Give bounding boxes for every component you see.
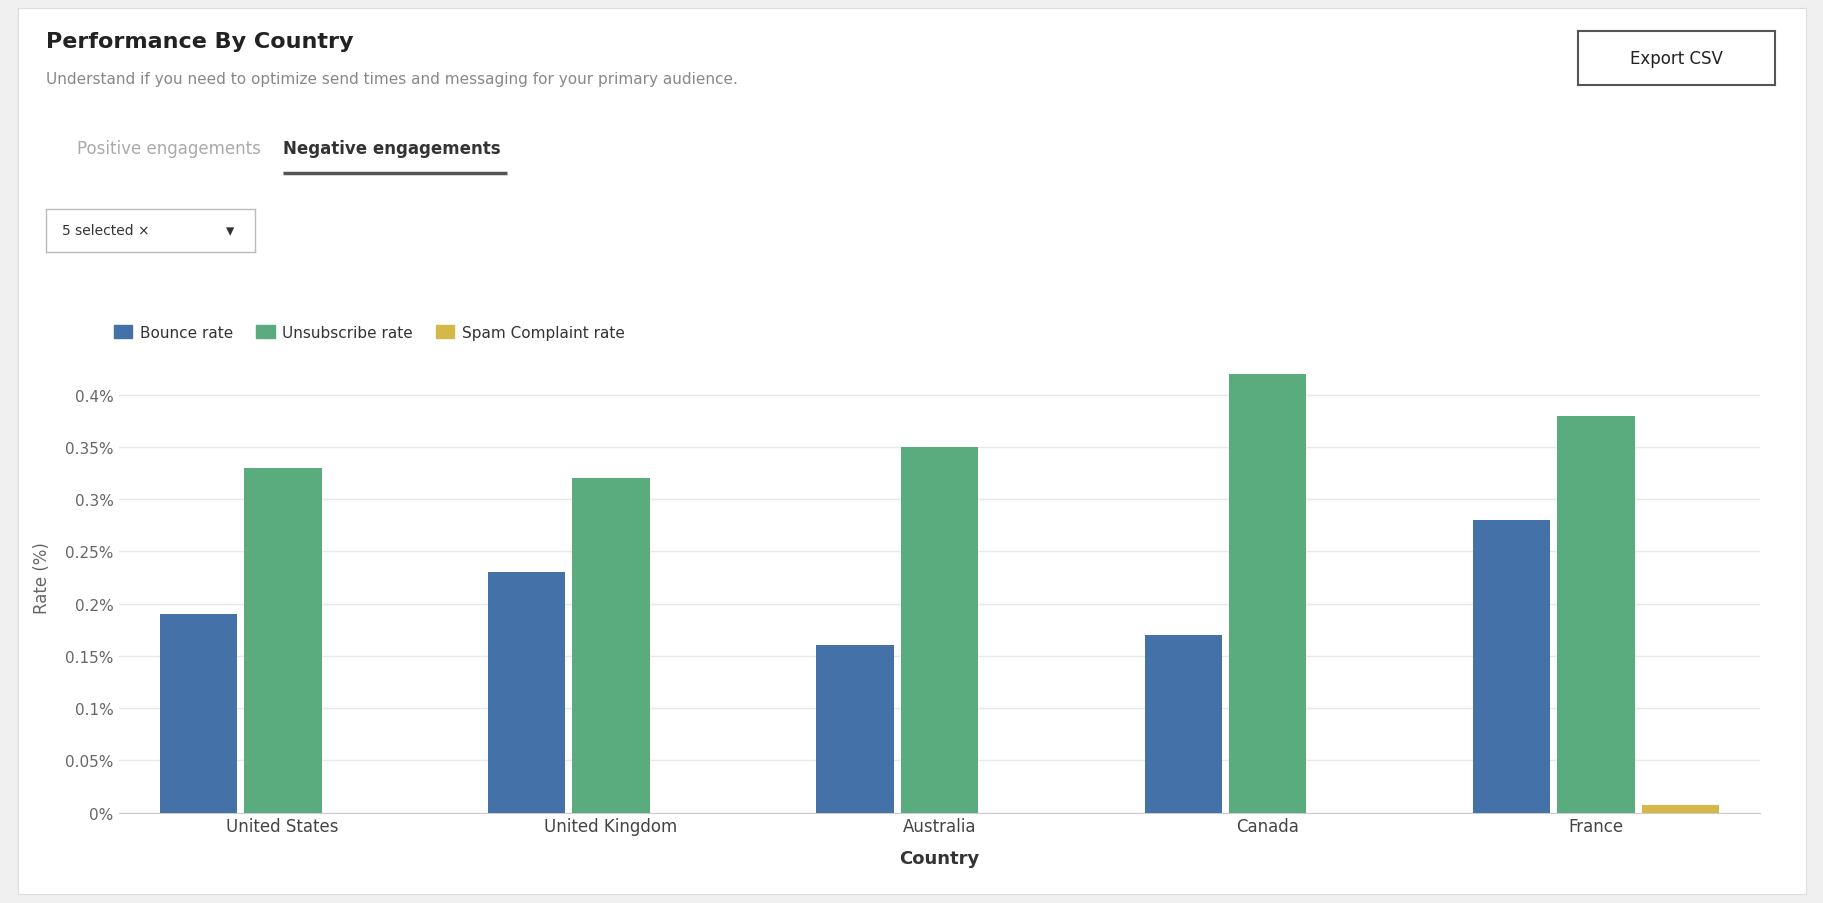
Bar (1471, 520, 1550, 813)
X-axis label: Country: Country (899, 850, 979, 868)
Bar (1641, 805, 1719, 813)
Y-axis label: Rate (%): Rate (%) (33, 542, 51, 614)
Bar (815, 646, 893, 813)
Bar (159, 614, 237, 813)
Text: ▾: ▾ (226, 222, 233, 240)
Bar (244, 469, 321, 813)
Text: Performance By Country: Performance By Country (46, 32, 354, 51)
Bar (1143, 636, 1221, 813)
Bar (487, 573, 565, 813)
Bar (572, 479, 649, 813)
Text: Positive engagements: Positive engagements (77, 140, 261, 158)
Text: Export CSV: Export CSV (1630, 50, 1721, 68)
Bar (901, 448, 977, 813)
Bar (1229, 375, 1305, 813)
Text: 5 selected ×: 5 selected × (62, 224, 149, 238)
Text: Negative engagements: Negative engagements (283, 140, 500, 158)
Bar (1557, 416, 1633, 813)
Text: Understand if you need to optimize send times and messaging for your primary aud: Understand if you need to optimize send … (46, 72, 736, 88)
Legend: Bounce rate, Unsubscribe rate, Spam Complaint rate: Bounce rate, Unsubscribe rate, Spam Comp… (108, 319, 631, 347)
